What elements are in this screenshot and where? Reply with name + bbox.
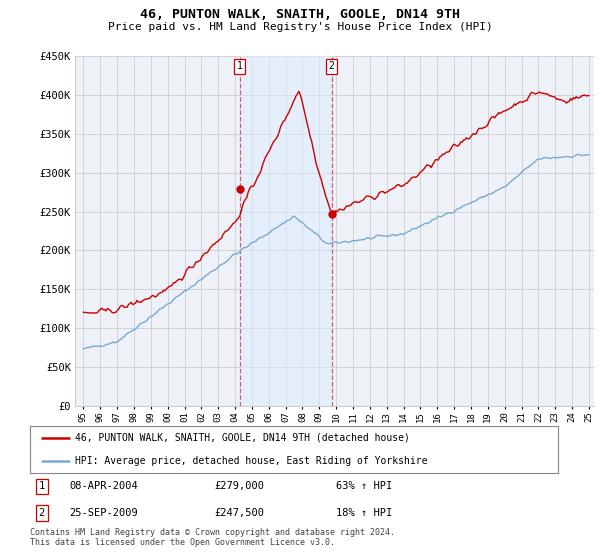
Text: 18% ↑ HPI: 18% ↑ HPI	[336, 508, 392, 518]
Bar	[239, 56, 332, 406]
Text: 1: 1	[38, 482, 45, 492]
Text: Price paid vs. HM Land Registry's House Price Index (HPI): Price paid vs. HM Land Registry's House …	[107, 22, 493, 32]
Text: Contains HM Land Registry data © Crown copyright and database right 2024.
This d: Contains HM Land Registry data © Crown c…	[30, 528, 395, 547]
Text: 46, PUNTON WALK, SNAITH, GOOLE, DN14 9TH (detached house): 46, PUNTON WALK, SNAITH, GOOLE, DN14 9TH…	[75, 432, 410, 442]
Text: HPI: Average price, detached house, East Riding of Yorkshire: HPI: Average price, detached house, East…	[75, 456, 427, 466]
Text: 46, PUNTON WALK, SNAITH, GOOLE, DN14 9TH: 46, PUNTON WALK, SNAITH, GOOLE, DN14 9TH	[140, 8, 460, 21]
Text: 08-APR-2004: 08-APR-2004	[70, 482, 139, 492]
Text: 25-SEP-2009: 25-SEP-2009	[70, 508, 139, 518]
Text: £247,500: £247,500	[215, 508, 265, 518]
Text: 2: 2	[38, 508, 45, 518]
Text: 2: 2	[329, 61, 335, 71]
Text: 1: 1	[236, 61, 242, 71]
Text: 63% ↑ HPI: 63% ↑ HPI	[336, 482, 392, 492]
Text: £279,000: £279,000	[215, 482, 265, 492]
